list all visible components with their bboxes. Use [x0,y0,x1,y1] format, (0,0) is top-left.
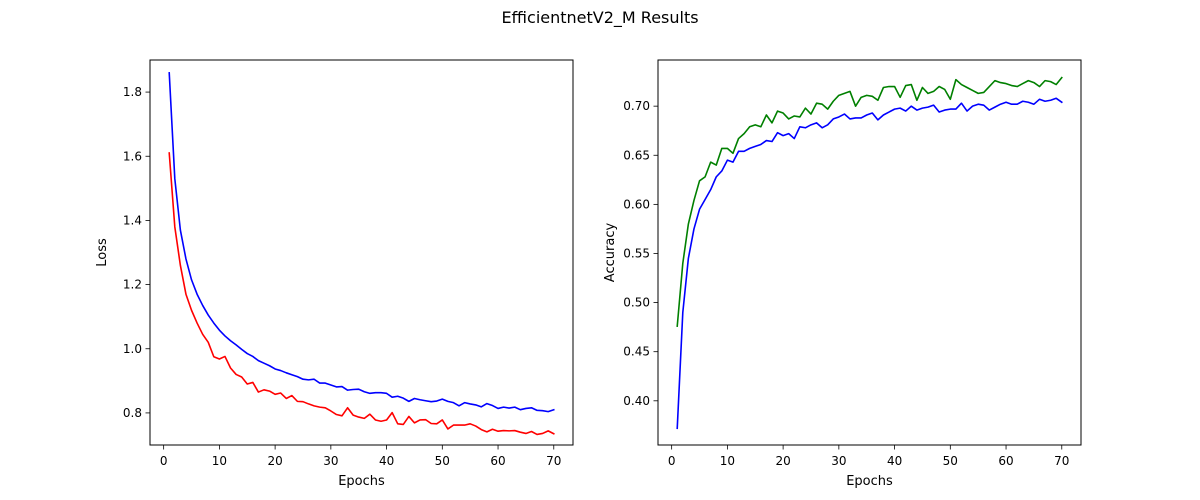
loss-series-line-1 [168,152,555,436]
loss-y-tick-label: 0.8 [123,406,142,420]
loss-axes-frame [149,59,574,446]
loss-x-tick-label: 30 [323,454,338,468]
accuracy-x-tick-label: 60 [998,454,1013,468]
loss-chart: 0 10 20 30 40 50 60 70 0.8 1.0 1.2 1.4 1.6 1.8 Epochs… [95,59,574,489]
loss-y-tick-label: 1.4 [123,213,142,227]
loss-x-tick-label: 70 [546,454,561,468]
loss-x-tick-label: 0 [160,454,168,468]
loss-x-tick-label: 20 [267,454,282,468]
accuracy-x-tick-label: 70 [1054,454,1069,468]
accuracy-y-tick-label: 0.55 [623,246,650,260]
accuracy-x-tick-label: 20 [775,454,790,468]
accuracy-y-tick-label: 0.70 [623,99,650,113]
accuracy-y-tick-label: 0.50 [623,296,650,310]
loss-y-tick-label: 1.6 [123,149,142,163]
loss-y-tick-label: 1.2 [123,278,142,292]
accuracy-x-tick-label: 40 [887,454,902,468]
accuracy-y-tick-label: 0.60 [623,197,650,211]
loss-x-tick-label: 40 [379,454,394,468]
accuracy-series-line-1 [676,76,1063,328]
accuracy-y-tick-label: 0.40 [623,394,650,408]
accuracy-y-tick-label: 0.65 [623,148,650,162]
accuracy-x-axis-label: Epochs [846,474,893,489]
loss-y-axis-label: Loss [95,238,110,267]
loss-series-line-0 [168,71,555,413]
accuracy-x-tick-label: 0 [668,454,676,468]
figure-title: EfficientnetV2_M Results [501,8,698,28]
accuracy-y-axis-label: Accuracy [603,223,618,283]
accuracy-series-line-0 [676,97,1063,430]
loss-x-tick-label: 60 [490,454,505,468]
loss-y-tick-label: 1.0 [123,342,142,356]
loss-y-tick-label: 1.8 [123,85,142,99]
accuracy-chart: 0 10 20 30 40 50 60 70 0.40 0.45 0.50 0.55 0.60 0.65 0… [603,59,1082,489]
accuracy-x-tick-label: 50 [943,454,958,468]
loss-x-tick-label: 50 [435,454,450,468]
loss-x-tick-label: 10 [212,454,227,468]
accuracy-x-tick-label: 30 [831,454,846,468]
accuracy-axes-frame [657,59,1082,446]
loss-x-axis-label: Epochs [338,474,385,489]
accuracy-y-tick-label: 0.45 [623,345,650,359]
accuracy-x-tick-label: 10 [720,454,735,468]
